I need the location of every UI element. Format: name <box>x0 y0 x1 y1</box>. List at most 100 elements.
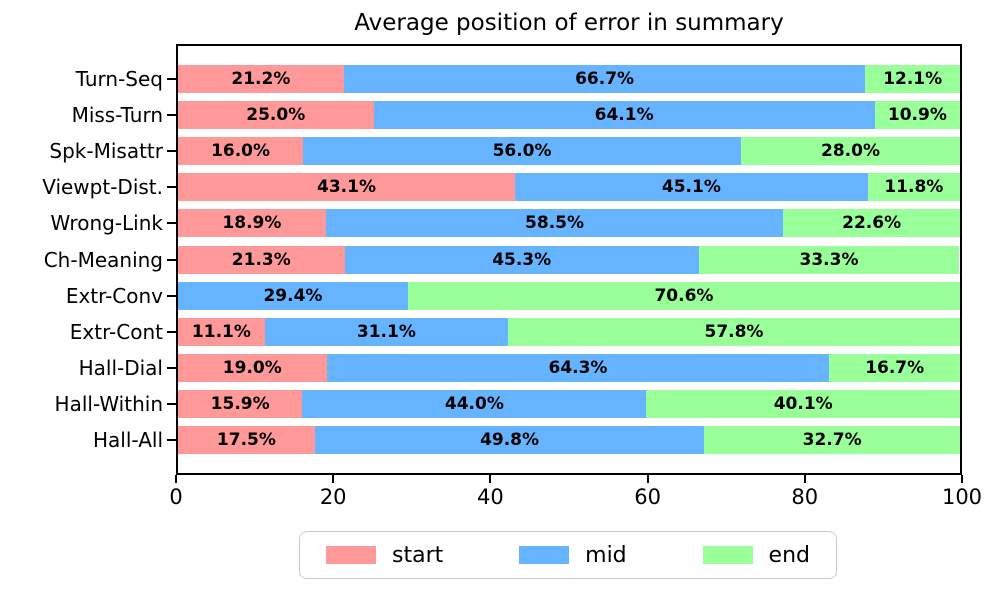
bar-segment-start: 17.5% <box>178 425 315 454</box>
bar-segment-value: 11.1% <box>191 321 251 342</box>
bar-segment-start: 11.1% <box>178 317 265 346</box>
legend-swatch-end <box>702 546 753 564</box>
x-tick-mark <box>175 475 177 483</box>
y-axis-label: Spk-Misattr <box>49 139 163 164</box>
bar-segment-value: 29.4% <box>263 285 323 306</box>
x-tick-mark <box>489 475 492 483</box>
bar-segment-value: 32.7% <box>802 429 862 450</box>
bar-segment-value: 57.8% <box>704 321 764 342</box>
y-tick-mark <box>167 186 176 189</box>
y-tick-mark <box>167 114 176 117</box>
bar-segment-mid: 45.1% <box>515 173 868 202</box>
bar-segment-value: 16.0% <box>211 141 271 162</box>
bar-row-miss-turn: Miss-Turn 25.0% 64.1% 10.9% <box>72 97 960 133</box>
y-tick-mark <box>167 402 176 405</box>
bar-segment-value: 15.9% <box>210 393 270 414</box>
x-tick-label: 80 <box>791 485 819 509</box>
bar-row-hall-all: Hall-All 17.5% 49.8% 32.7% <box>93 422 960 458</box>
legend-item-end: end <box>702 543 810 568</box>
bar-segment-end: 10.9% <box>874 101 960 130</box>
y-tick-mark <box>167 78 176 81</box>
bar-segment-end: 22.6% <box>783 209 960 238</box>
stacked-bar: 25.0% 64.1% 10.9% <box>178 101 960 130</box>
y-tick-mark <box>167 438 176 441</box>
bar-segment-mid: 64.3% <box>326 353 830 382</box>
stacked-bar: 43.1% 45.1% 11.8% <box>178 173 960 202</box>
bar-segment-mid: 44.0% <box>302 389 647 418</box>
bar-segment-value: 56.0% <box>492 141 552 162</box>
bar-segment-start: 18.9% <box>178 209 326 238</box>
bar-segment-mid: 66.7% <box>343 65 866 94</box>
legend-item-mid: mid <box>519 543 627 568</box>
bar-segment-value: 11.8% <box>884 177 944 198</box>
stacked-bar: 18.9% 58.5% 22.6% <box>178 209 960 238</box>
bar-segment-end: 40.1% <box>646 389 960 418</box>
chart-title: Average position of error in summary <box>354 10 784 36</box>
plot-area: Turn-Seq 21.2% 66.7% 12.1% Miss-Turn 25.0% 64.… <box>42 44 962 475</box>
bar-segment-start: 25.0% <box>178 101 374 130</box>
bar-segment-value: 45.1% <box>661 177 721 198</box>
y-tick-mark <box>167 330 176 333</box>
bar-segment-mid: 49.8% <box>314 425 705 454</box>
y-axis-label: Viewpt-Dist. <box>42 175 163 200</box>
bar-row-wrong-link: Wrong-Link 18.9% 58.5% 22.6% <box>51 205 960 241</box>
bar-segment-value: 40.1% <box>773 393 833 414</box>
bar-segment-value: 49.8% <box>480 429 540 450</box>
stacked-bar: 17.5% 49.8% 32.7% <box>178 425 960 454</box>
bar-segment-value: 25.0% <box>246 105 306 126</box>
bar-segment-value: 66.7% <box>575 69 635 90</box>
legend: start mid end <box>299 531 837 579</box>
bar-segment-value: 58.5% <box>525 213 585 234</box>
legend-label-start: start <box>392 542 444 568</box>
bar-segment-value: 16.7% <box>865 357 925 378</box>
x-tick-mark <box>803 475 806 483</box>
legend-label-mid: mid <box>585 542 627 568</box>
x-tick-mark <box>332 475 335 483</box>
stacked-bar: 15.9% 44.0% 40.1% <box>178 389 960 418</box>
stacked-bar: 29.4% 70.6% <box>178 281 960 310</box>
bar-segment-value: 10.9% <box>887 105 947 126</box>
bar-segment-mid: 64.1% <box>373 101 875 130</box>
bar-segment-mid: 56.0% <box>303 137 742 166</box>
bar-rows: Turn-Seq 21.2% 66.7% 12.1% Miss-Turn 25.0% 64.… <box>42 46 960 473</box>
bar-segment-end: 70.6% <box>407 281 960 310</box>
y-axis-label: Ch-Meaning <box>43 247 163 272</box>
bar-segment-mid: 45.3% <box>344 245 699 274</box>
x-tick-label: 60 <box>634 485 661 509</box>
y-axis-label: Wrong-Link <box>50 211 163 236</box>
bar-row-turn-seq: Turn-Seq 21.2% 66.7% 12.1% <box>76 61 960 97</box>
stacked-bar: 19.0% 64.3% 16.7% <box>178 353 960 382</box>
bar-row-viewpt-dist-: Viewpt-Dist. 43.1% 45.1% 11.8% <box>42 169 960 205</box>
bar-segment-value: 45.3% <box>492 249 552 270</box>
bar-row-spk-misattr: Spk-Misattr 16.0% 56.0% 28.0% <box>49 133 960 169</box>
bar-segment-end: 32.7% <box>704 425 960 454</box>
bar-row-hall-dial: Hall-Dial 19.0% 64.3% 16.7% <box>79 350 960 386</box>
bar-segment-start: 21.2% <box>178 65 344 94</box>
x-tick-label: 0 <box>169 485 183 509</box>
y-tick-mark <box>167 258 176 261</box>
bar-segment-start: 19.0% <box>178 353 327 382</box>
x-tick-mark <box>646 475 649 483</box>
bar-segment-start: 43.1% <box>178 173 516 202</box>
y-tick-mark <box>167 150 176 153</box>
x-tick-label: 100 <box>941 485 983 509</box>
y-axis-label: Turn-Seq <box>75 67 163 92</box>
bar-segment-start: 21.3% <box>178 245 345 274</box>
y-tick-mark <box>167 294 176 297</box>
bar-segment-end: 12.1% <box>865 65 960 94</box>
bar-segment-mid: 31.1% <box>264 317 508 346</box>
bar-segment-value: 64.3% <box>548 357 608 378</box>
bar-row-ch-meaning: Ch-Meaning 21.3% 45.3% 33.3% <box>44 241 960 277</box>
bar-segment-end: 33.3% <box>698 245 960 274</box>
bar-segment-value: 21.3% <box>231 249 291 270</box>
legend-swatch-start <box>326 546 376 564</box>
stacked-bar: 21.3% 45.3% 33.3% <box>178 245 960 274</box>
x-tick-label: 40 <box>477 485 504 509</box>
bar-segment-value: 18.9% <box>222 213 282 234</box>
bar-segment-end: 28.0% <box>741 137 960 166</box>
bar-row-extr-cont: Extr-Cont 11.1% 31.1% 57.8% <box>70 314 960 350</box>
bar-segment-value: 21.2% <box>231 69 291 90</box>
y-tick-mark <box>167 222 176 225</box>
y-axis-label: Extr-Cont <box>69 319 163 344</box>
